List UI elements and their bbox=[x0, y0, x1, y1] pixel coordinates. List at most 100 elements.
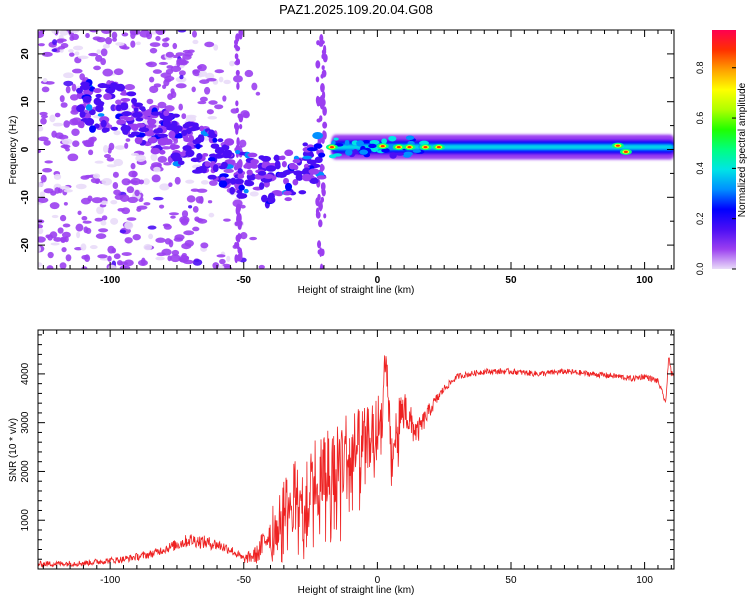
spectrogram-blob bbox=[70, 109, 79, 115]
spectrogram-streak bbox=[322, 121, 328, 129]
spectrogram-blob bbox=[101, 30, 112, 34]
spectrogram-blob bbox=[77, 210, 82, 216]
spectrogram-blob bbox=[124, 142, 129, 149]
spectrogram-blob bbox=[140, 257, 146, 266]
spectrogram-blob bbox=[150, 153, 158, 161]
spectrogram-feature-blob bbox=[143, 110, 151, 117]
spectrogram-blob bbox=[170, 254, 181, 263]
spectrogram-blob bbox=[60, 237, 66, 243]
spectrogram-blob bbox=[38, 182, 44, 188]
spectrogram-blob bbox=[183, 230, 195, 236]
spectrogram-blob bbox=[181, 113, 187, 120]
spectrogram-streak bbox=[234, 122, 239, 130]
spectrogram-feature-blob bbox=[97, 113, 105, 117]
spectrogram-feature-blob bbox=[284, 149, 294, 157]
spectrogram-blob bbox=[102, 43, 110, 49]
spectrogram-feature-blob bbox=[78, 120, 85, 129]
spectrogram-streak bbox=[238, 249, 243, 259]
spectrogram-feature-blob bbox=[109, 82, 119, 90]
spectrogram-feature-blob bbox=[282, 170, 291, 176]
carrier-wiggle bbox=[395, 152, 405, 156]
spectrogram-feature-blob bbox=[224, 138, 235, 146]
spectrogram-streak bbox=[235, 100, 239, 107]
spectrogram-y-tick-label: -10 bbox=[20, 190, 31, 205]
carrier-wiggle bbox=[412, 149, 422, 153]
spectrogram-blob bbox=[59, 95, 65, 103]
spectrogram-blob bbox=[127, 196, 139, 204]
spectrogram-blob bbox=[69, 118, 79, 126]
spectrogram-blob bbox=[94, 160, 104, 164]
spectrogram-blob bbox=[206, 78, 217, 82]
spectrogram-feature-blob bbox=[191, 169, 203, 174]
carrier-wiggle bbox=[369, 139, 380, 145]
spectrogram-blob bbox=[144, 116, 151, 120]
spectrogram-blob bbox=[226, 255, 231, 262]
spectrogram-feature-blob bbox=[259, 182, 265, 190]
spectrogram-blob bbox=[239, 139, 247, 148]
spectrogram-y-axis: -20 -10 0 10 20 bbox=[20, 29, 674, 270]
spectrogram-feature-blob bbox=[298, 190, 307, 195]
spectrogram-blob bbox=[149, 47, 158, 54]
spectrogram-blob bbox=[110, 217, 119, 225]
spectrogram-blob bbox=[115, 42, 125, 46]
spectrogram-feature-blob bbox=[79, 110, 86, 118]
spectrogram-feature-blob bbox=[244, 179, 252, 185]
spectrogram-blob bbox=[39, 111, 48, 116]
spectrogram-feature-blob bbox=[208, 133, 218, 139]
spectrogram-streak bbox=[235, 45, 241, 52]
spectrogram-blob bbox=[84, 254, 91, 262]
spectrogram-streak bbox=[234, 242, 238, 249]
snr-y-tick-label: 2000 bbox=[20, 460, 31, 483]
spectrogram-blob bbox=[92, 36, 102, 41]
spectrogram-feature-blob bbox=[288, 162, 297, 170]
colorbar-tick-label: 0.6 bbox=[695, 112, 705, 125]
spectrogram-blob bbox=[96, 49, 102, 54]
snr-series-line bbox=[38, 355, 674, 568]
spectrogram-x-label: Height of straight line (km) bbox=[298, 285, 415, 296]
spectrogram-feature-blob bbox=[307, 159, 317, 165]
spectrogram-blob bbox=[115, 99, 122, 105]
spectrogram-blob bbox=[197, 101, 207, 105]
spectrogram-feature-blob bbox=[76, 104, 85, 113]
spectrogram-blob bbox=[135, 41, 141, 46]
spectrogram-feature-blob bbox=[207, 174, 217, 180]
spectrogram-blob bbox=[208, 100, 218, 105]
spectrogram-blob bbox=[208, 212, 215, 218]
spectrogram-feature-blob bbox=[312, 131, 324, 140]
spectrogram-blob bbox=[240, 232, 248, 240]
spectrogram-feature-blob bbox=[133, 107, 139, 113]
spectrogram-blob bbox=[170, 65, 182, 73]
spectrogram-feature-blob bbox=[159, 149, 166, 155]
spectrogram-blob bbox=[113, 189, 121, 196]
spectrogram-blob bbox=[61, 138, 73, 145]
spectrogram-blob bbox=[126, 217, 137, 221]
spectrogram-blob bbox=[38, 224, 44, 229]
spectrogram-streak bbox=[321, 90, 326, 100]
spectrogram-blob bbox=[177, 30, 187, 33]
spectrogram-streak bbox=[237, 235, 241, 240]
spectrogram-blob bbox=[148, 233, 154, 240]
spectrogram-feature-blob bbox=[279, 155, 286, 161]
spectrogram-feature-blob bbox=[204, 161, 211, 167]
spectrogram-blob bbox=[196, 65, 203, 70]
spectrogram-feature-blob bbox=[98, 101, 104, 108]
spectrogram-blob bbox=[38, 236, 46, 243]
spectrogram-blob bbox=[38, 136, 49, 142]
spectrogram-blob bbox=[108, 264, 117, 269]
spectrogram-streak bbox=[315, 211, 321, 219]
snr-panel: -100 -50 0 50 100 1000 2000 3000 4000 Height of… bbox=[8, 329, 675, 596]
spectrogram-streak bbox=[238, 123, 243, 130]
spectrogram-blob bbox=[121, 32, 129, 37]
spectrogram-feature-blob bbox=[301, 173, 312, 182]
spectrogram-blob bbox=[146, 31, 153, 40]
spectrogram-streak bbox=[323, 44, 327, 54]
spectrogram-x-tick-label: -100 bbox=[100, 275, 120, 286]
spectrogram-blob bbox=[110, 199, 118, 205]
spectrogram-blob bbox=[121, 178, 131, 186]
spectrogram-feature-blob bbox=[93, 88, 102, 94]
spectrogram-blob bbox=[119, 265, 131, 269]
spectrogram-blob bbox=[171, 249, 180, 256]
spectrogram-blob bbox=[102, 68, 114, 77]
spectrogram-blob bbox=[207, 200, 213, 204]
spectrogram-feature-blob bbox=[217, 138, 224, 143]
